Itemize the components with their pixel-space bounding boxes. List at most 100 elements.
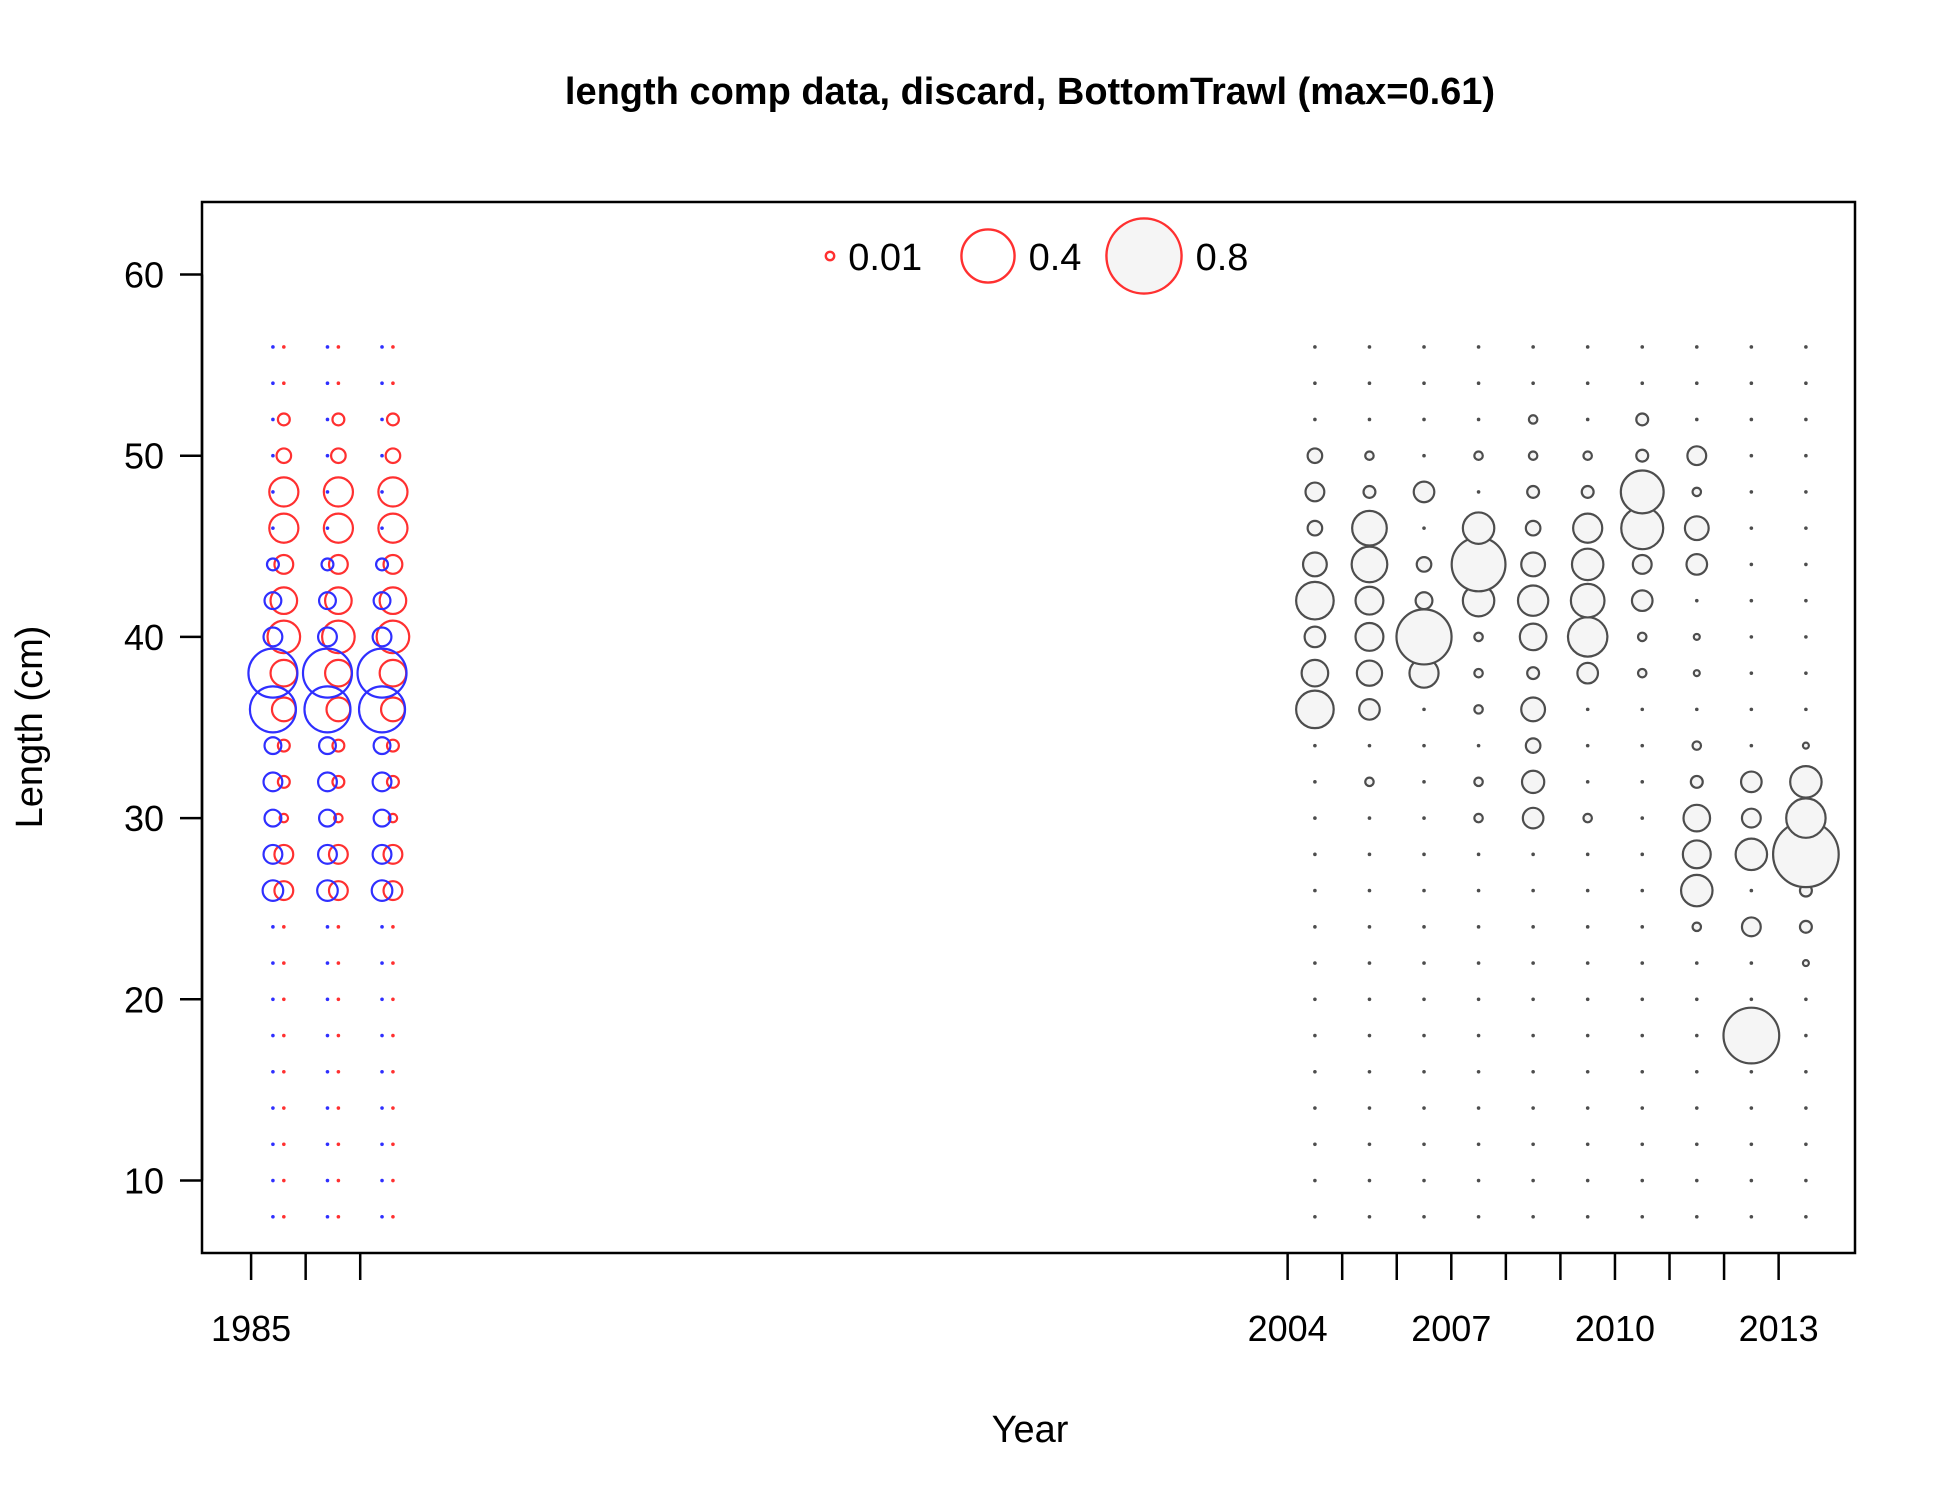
female-bubble	[379, 696, 406, 723]
y-tick-label: 20	[124, 979, 164, 1020]
combined-zero-point	[1422, 780, 1426, 784]
y-axis: 10 20 30 40 50 60	[124, 254, 204, 1202]
male-bubble	[372, 736, 392, 756]
female-zero-point	[336, 1106, 341, 1110]
combined-zero-point	[1313, 888, 1317, 893]
male-bubble	[372, 808, 392, 828]
male-zero-point	[271, 1142, 275, 1147]
combined-zero-point	[1749, 1106, 1754, 1110]
y-tick-label: 40	[124, 617, 164, 658]
x-tick-label: 2010	[1575, 1308, 1655, 1349]
combined-zero-point	[1422, 417, 1426, 422]
combined-zero-point	[1585, 1106, 1590, 1110]
combined-bubble	[1636, 631, 1648, 643]
combined-zero-point	[1313, 961, 1317, 965]
combined-zero-point	[1694, 707, 1699, 712]
male-zero-point	[380, 1214, 384, 1219]
combined-zero-point	[1367, 1142, 1372, 1147]
male-zero-point	[325, 417, 330, 422]
male-zero-point	[271, 1069, 275, 1074]
combined-zero-point	[1367, 852, 1372, 857]
combined-zero-point	[1640, 381, 1645, 386]
male-zero-point	[325, 1106, 330, 1110]
female-bubble	[266, 619, 302, 655]
combined-zero-point	[1640, 780, 1645, 784]
legend-label: 0.8	[1196, 237, 1249, 279]
female-bubble	[322, 476, 355, 508]
male-bubble	[317, 736, 337, 756]
female-bubble	[324, 658, 353, 688]
female-bubble	[378, 586, 408, 616]
combined-zero-point	[1531, 961, 1535, 965]
male-zero-point	[271, 526, 275, 530]
combined-bubble	[1473, 704, 1484, 715]
x-tick-label: 2007	[1411, 1308, 1491, 1349]
combined-zero-point	[1749, 490, 1754, 494]
combined-zero-point	[1694, 997, 1699, 1002]
combined-zero-point	[1694, 1214, 1699, 1219]
combined-zero-point	[1749, 562, 1754, 567]
combined-zero-point	[1694, 1178, 1699, 1183]
combined-bubble	[1300, 658, 1330, 688]
combined-zero-point	[1804, 345, 1808, 349]
combined-zero-point	[1476, 417, 1481, 422]
combined-zero-point	[1422, 707, 1426, 712]
male-zero-point	[325, 1142, 330, 1147]
male-bubble	[374, 557, 390, 572]
combined-bubble	[1734, 837, 1769, 872]
combined-zero-point	[1476, 961, 1481, 965]
female-bubble	[278, 812, 290, 824]
combined-zero-point	[1585, 1142, 1590, 1147]
combined-bubble	[1362, 484, 1377, 499]
combined-bubble	[1473, 776, 1484, 788]
female-bubble	[322, 512, 355, 544]
combined-zero-point	[1804, 562, 1808, 567]
combined-bubble	[1412, 480, 1436, 504]
combined-bubble	[1689, 774, 1704, 789]
combined-bubble	[1415, 556, 1433, 573]
male-zero-point	[325, 997, 330, 1002]
x-axis: 1985 2004 2007 2010 2013	[211, 1253, 1819, 1349]
combined-bubble	[1740, 807, 1762, 829]
female-bubble	[377, 512, 409, 544]
female-bubble	[270, 696, 297, 723]
combined-zero-point	[1640, 1178, 1645, 1183]
combined-zero-point	[1531, 852, 1535, 857]
female-bubble	[377, 476, 409, 508]
female-bubble	[273, 553, 295, 575]
male-zero-point	[325, 961, 330, 965]
combined-zero-point	[1476, 1178, 1481, 1183]
female-zero-point	[391, 1178, 395, 1183]
combined-zero-point	[1749, 1214, 1754, 1219]
combined-zero-point	[1585, 743, 1590, 748]
female-bubble	[269, 658, 299, 688]
male-bubble	[263, 808, 283, 828]
combined-zero-point	[1422, 816, 1426, 820]
combined-zero-point	[1422, 381, 1426, 386]
combined-zero-point	[1749, 598, 1754, 603]
combined-zero-point	[1367, 997, 1372, 1002]
female-zero-point	[282, 925, 286, 929]
combined-bubble	[1566, 616, 1609, 658]
female-bubble	[385, 738, 400, 753]
combined-zero-point	[1585, 707, 1590, 712]
female-bubble	[321, 619, 356, 655]
female-bubble	[333, 812, 344, 824]
combined-zero-point	[1694, 345, 1699, 349]
male-bubble	[261, 879, 285, 902]
combined-zero-point	[1804, 1106, 1808, 1110]
combined-zero-point	[1367, 1214, 1372, 1219]
female-zero-point	[336, 381, 341, 386]
combined-bubble	[1461, 511, 1496, 545]
combined-bubble	[1635, 412, 1650, 427]
combined-zero-point	[1476, 925, 1481, 929]
combined-zero-point	[1476, 345, 1481, 349]
combined-zero-point	[1640, 1214, 1645, 1219]
combined-zero-point	[1476, 381, 1481, 386]
combined-zero-point	[1804, 417, 1808, 422]
combined-bubble	[1358, 697, 1381, 721]
female-bubble	[276, 738, 291, 753]
combined-zero-point	[1585, 345, 1590, 349]
combined-zero-point	[1476, 1069, 1481, 1074]
x-axis-title: Year	[992, 1409, 1069, 1451]
